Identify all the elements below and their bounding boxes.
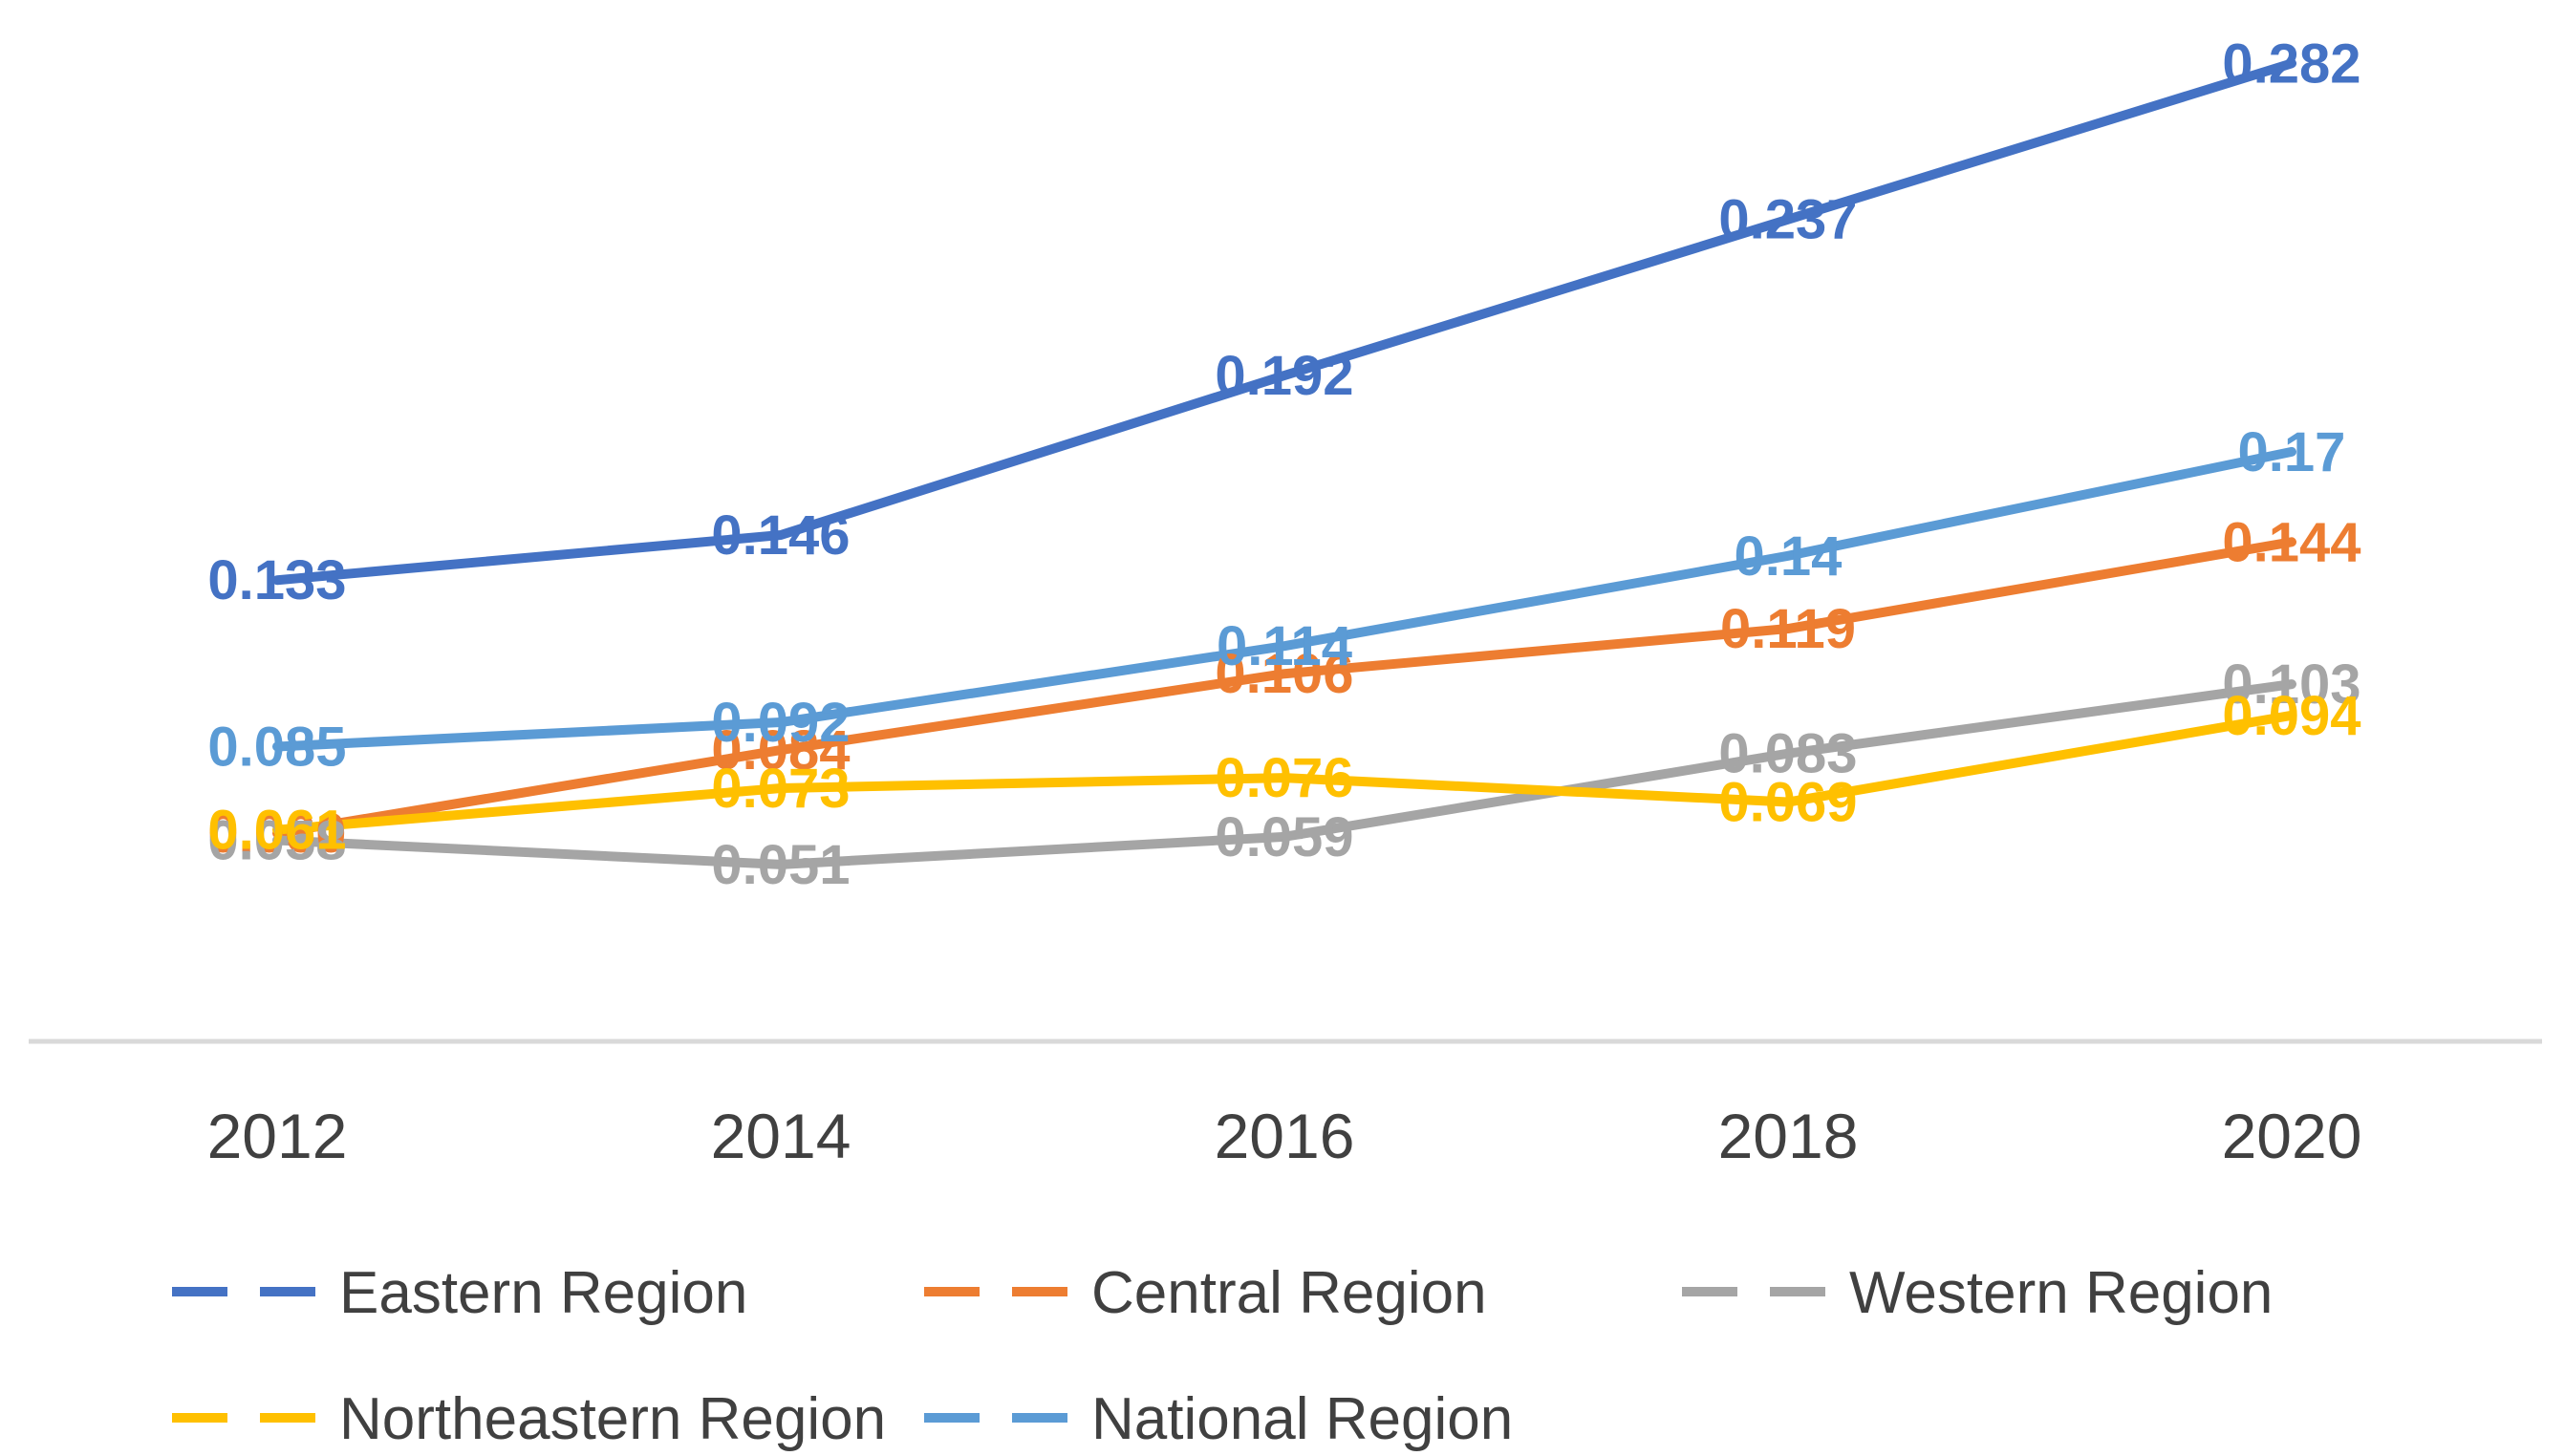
data-label-central-region-2012: 0.060 — [207, 803, 346, 865]
legend-item-national-region: National Region — [924, 1386, 1513, 1452]
data-label-northeastern-region-2018: 0.069 — [1718, 772, 1857, 834]
data-label-northeastern-region-2016: 0.076 — [1215, 747, 1353, 809]
legend-label-northeastern-region: Northeastern Region — [339, 1386, 886, 1452]
data-label-northeastern-region-2012: 0.061 — [207, 800, 346, 862]
series-lines — [272, 58, 2296, 869]
x-tick-label-2020: 2020 — [2222, 1101, 2362, 1171]
series-line-western-region — [272, 679, 2296, 869]
data-label-central-region-2016: 0.106 — [1215, 643, 1353, 705]
data-label-central-region-2018: 0.119 — [1720, 598, 1856, 660]
data-label-national-region-2018: 0.14 — [1735, 525, 1843, 588]
data-label-national-region-2012: 0.085 — [207, 716, 346, 778]
legend-label-central-region: Central Region — [1091, 1260, 1487, 1326]
data-label-western-region-2012: 0.058 — [207, 809, 346, 871]
data-label-central-region-2014: 0.084 — [711, 719, 850, 782]
data-label-northeastern-region-2020: 0.094 — [2222, 685, 2360, 747]
legend-label-national-region: National Region — [1091, 1386, 1513, 1452]
x-tick-label-2012: 2012 — [207, 1101, 348, 1171]
legend-label-eastern-region: Eastern Region — [339, 1260, 747, 1326]
data-label-western-region-2020: 0.103 — [2222, 653, 2360, 716]
legend-item-central-region: Central Region — [924, 1260, 1487, 1326]
data-label-national-region-2020: 0.17 — [2238, 421, 2346, 483]
data-label-eastern-region-2012: 0.133 — [207, 549, 346, 611]
data-label-national-region-2016: 0.114 — [1217, 615, 1352, 677]
data-label-eastern-region-2014: 0.146 — [711, 504, 850, 567]
x-tick-labels: 2012 2014 2016 2018 2020 — [207, 1101, 2362, 1171]
series-line-central-region — [272, 537, 2296, 839]
data-label-national-region-2014: 0.092 — [711, 692, 850, 754]
data-label-western-region-2016: 0.059 — [1215, 806, 1353, 868]
series-line-national-region — [272, 446, 2296, 752]
legend-item-eastern-region: Eastern Region — [172, 1260, 747, 1326]
data-label-northeastern-region-2014: 0.073 — [711, 758, 850, 820]
data-label-western-region-2014: 0.051 — [711, 834, 850, 896]
series-line-eastern-region — [272, 58, 2296, 586]
x-tick-label-2018: 2018 — [1718, 1101, 1859, 1171]
data-label-eastern-region-2016: 0.192 — [1215, 345, 1353, 407]
legend-item-western-region: Western Region — [1682, 1260, 2273, 1326]
series-line-northeastern-region — [272, 710, 2296, 835]
legend: Eastern Region Central Region Western Regi… — [172, 1260, 2273, 1452]
x-tick-label-2016: 2016 — [1215, 1101, 1355, 1171]
legend-item-northeastern-region: Northeastern Region — [172, 1386, 886, 1452]
data-label-central-region-2020: 0.144 — [2222, 511, 2360, 573]
data-label-eastern-region-2018: 0.237 — [1718, 189, 1857, 251]
x-tick-label-2014: 2014 — [711, 1101, 851, 1171]
data-labels: 0.133 0.146 0.192 0.237 0.282 0.060 0.084 0.106… — [207, 32, 2360, 896]
data-label-eastern-region-2020: 0.282 — [2222, 32, 2360, 95]
legend-label-western-region: Western Region — [1849, 1260, 2273, 1326]
data-label-western-region-2018: 0.083 — [1718, 723, 1857, 785]
